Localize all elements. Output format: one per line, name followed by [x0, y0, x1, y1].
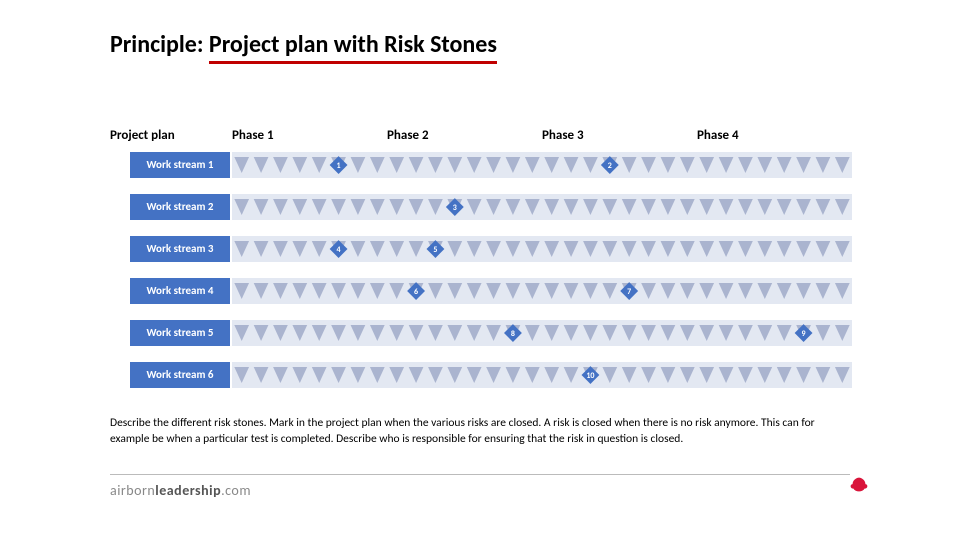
svg-text:7: 7 — [627, 287, 631, 297]
title-prefix: Principle: — [110, 30, 209, 59]
workstream-label: Work stream 6 — [130, 362, 230, 388]
workstream-row: 67 — [232, 278, 852, 304]
plan-label: Project plan — [110, 128, 175, 143]
svg-text:4: 4 — [337, 245, 341, 255]
slide-title: Principle: Project plan with Risk Stones — [110, 30, 497, 59]
svg-text:1: 1 — [337, 161, 341, 171]
phase-header: Phase 2 — [387, 128, 429, 143]
workstream-row: 89 — [232, 320, 852, 346]
footer-divider — [110, 474, 850, 475]
svg-text:6: 6 — [414, 287, 418, 297]
svg-text:5: 5 — [433, 245, 437, 255]
description-text: Describe the different risk stones. Mark… — [110, 416, 850, 447]
svg-text:8: 8 — [511, 329, 515, 339]
brand-text: airbornleadership.com — [110, 482, 251, 499]
svg-text:10: 10 — [586, 371, 594, 381]
workstream-label: Work stream 4 — [130, 278, 230, 304]
workstream-label: Work stream 1 — [130, 152, 230, 178]
svg-text:9: 9 — [802, 329, 806, 339]
title-main: Project plan with Risk Stones — [209, 30, 497, 64]
brand-logo-icon — [848, 474, 870, 496]
brand-right: .com — [221, 482, 251, 499]
phase-header: Phase 3 — [542, 128, 584, 143]
workstream-label: Work stream 2 — [130, 194, 230, 220]
workstream-row: 10 — [232, 362, 852, 388]
phase-header: Phase 4 — [697, 128, 739, 143]
svg-text:2: 2 — [608, 161, 612, 171]
workstream-label: Work stream 5 — [130, 320, 230, 346]
phase-header: Phase 1 — [232, 128, 274, 143]
brand-mid: leadership — [155, 482, 221, 499]
brand-left: airborn — [110, 482, 155, 499]
workstream-row: 45 — [232, 236, 852, 262]
workstream-row: 3 — [232, 194, 852, 220]
workstream-row: 12 — [232, 152, 852, 178]
svg-text:3: 3 — [453, 203, 457, 213]
workstream-label: Work stream 3 — [130, 236, 230, 262]
